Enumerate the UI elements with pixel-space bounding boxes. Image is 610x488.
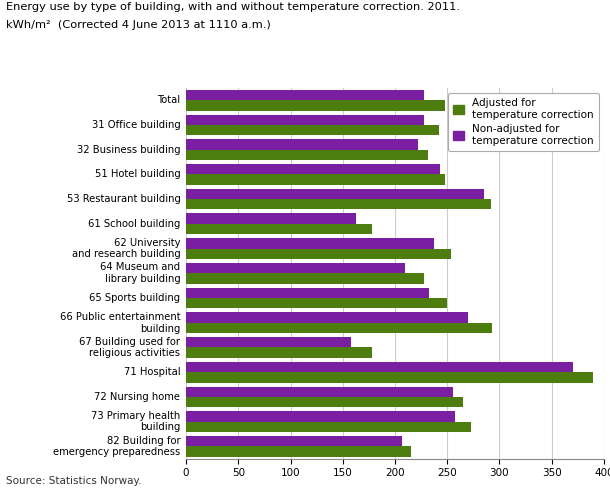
Bar bbox=[186, 337, 351, 347]
Text: Energy use by type of building, with and without temperature correction. 2011.: Energy use by type of building, with and… bbox=[6, 2, 460, 12]
Bar bbox=[186, 436, 402, 447]
Bar bbox=[186, 164, 440, 174]
Bar bbox=[186, 287, 429, 298]
Bar bbox=[186, 139, 418, 150]
Bar bbox=[186, 273, 424, 284]
Bar bbox=[186, 213, 356, 224]
Text: kWh/m²  (Corrected 4 June 2013 at 1110 a.m.): kWh/m² (Corrected 4 June 2013 at 1110 a.… bbox=[6, 20, 271, 29]
Bar bbox=[186, 125, 439, 135]
Bar bbox=[186, 150, 428, 160]
Bar bbox=[186, 263, 406, 273]
Bar bbox=[186, 347, 372, 358]
Bar bbox=[186, 298, 447, 308]
Bar bbox=[186, 100, 445, 111]
Bar bbox=[186, 411, 454, 422]
Bar bbox=[186, 189, 484, 199]
Bar bbox=[186, 90, 424, 100]
Bar bbox=[186, 447, 411, 457]
Legend: Adjusted for
temperature correction, Non-adjusted for
temperature correction: Adjusted for temperature correction, Non… bbox=[448, 93, 598, 151]
Bar bbox=[186, 362, 573, 372]
Bar bbox=[186, 372, 594, 383]
Bar bbox=[186, 397, 463, 407]
Bar bbox=[186, 224, 372, 234]
Bar bbox=[186, 248, 451, 259]
Bar bbox=[186, 199, 491, 209]
Bar bbox=[186, 323, 492, 333]
Bar bbox=[186, 174, 445, 185]
Bar bbox=[186, 238, 434, 248]
Bar bbox=[186, 115, 424, 125]
Text: Source: Statistics Norway.: Source: Statistics Norway. bbox=[6, 476, 142, 486]
Bar bbox=[186, 422, 472, 432]
Bar bbox=[186, 386, 453, 397]
Bar bbox=[186, 312, 468, 323]
